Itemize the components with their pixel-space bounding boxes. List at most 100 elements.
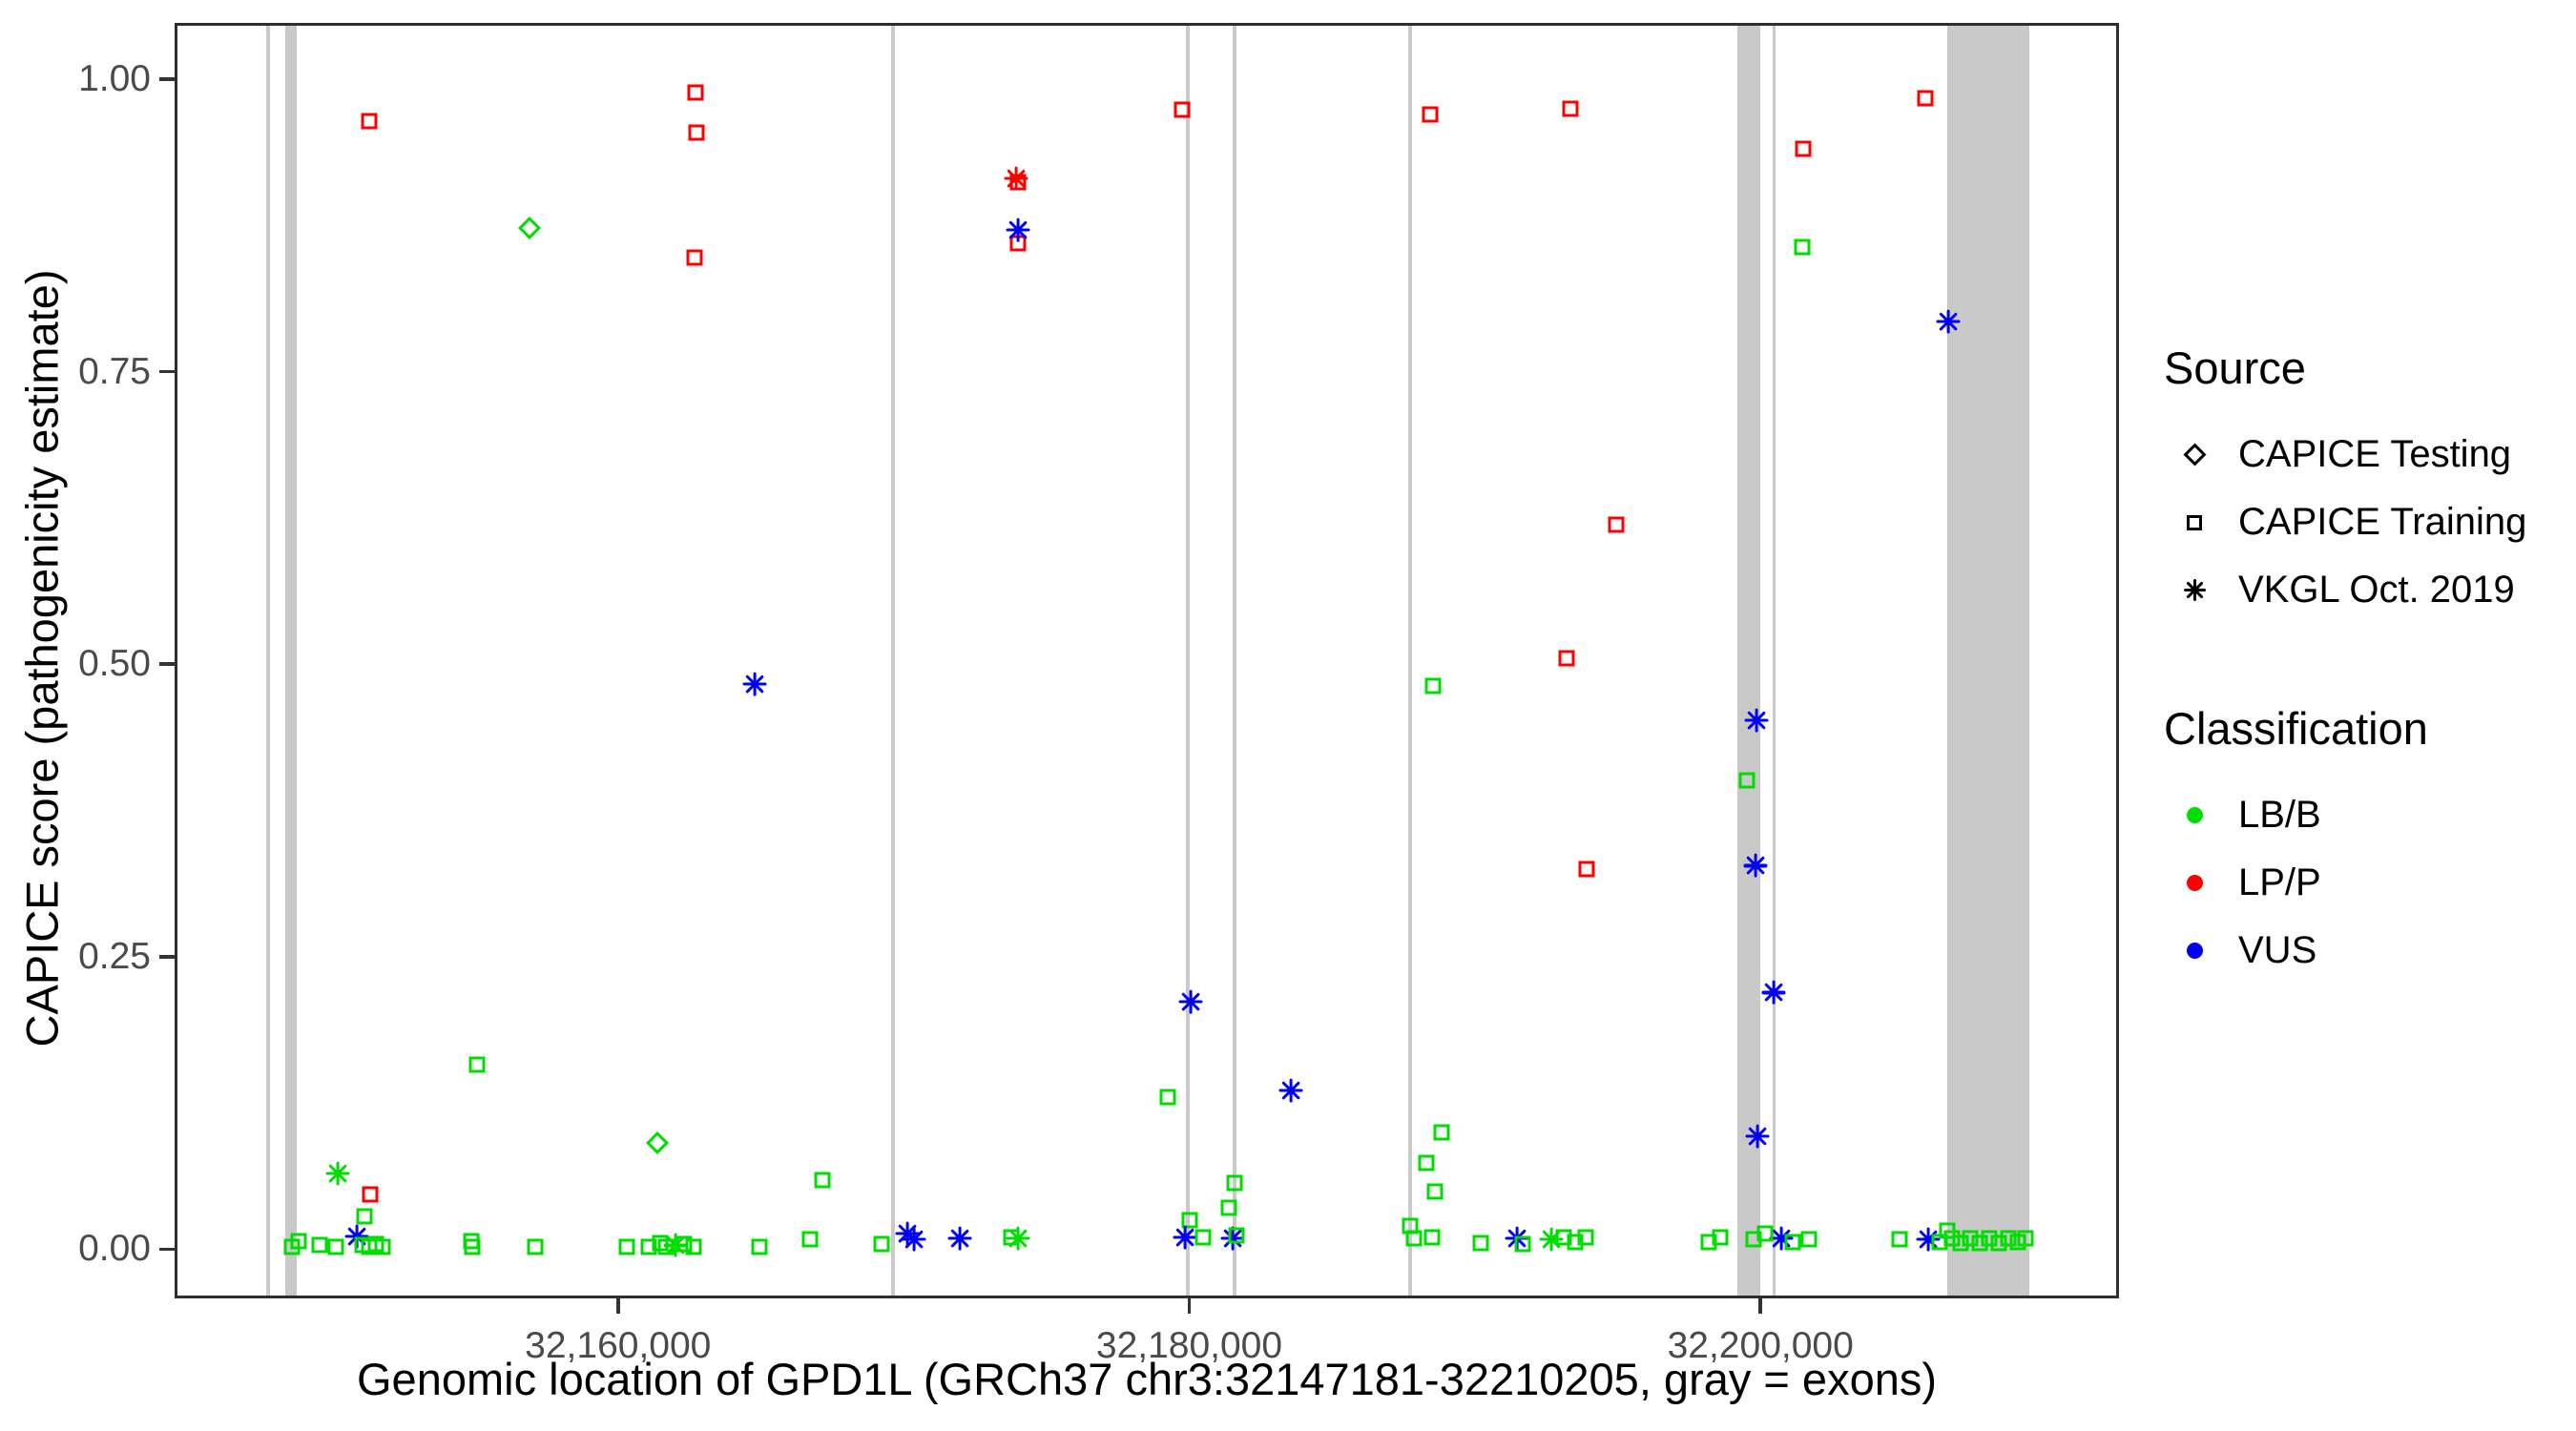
data-point-asterisk-lpp (1004, 166, 1028, 191)
data-point-asterisk-vus (1220, 1226, 1245, 1251)
data-point-square-lbb (675, 1235, 693, 1253)
exon-band (1773, 26, 1776, 1296)
data-point-square-lbb (1181, 1212, 1198, 1229)
data-point-asterisk-vus (742, 672, 767, 696)
data-point-square-lbb (1433, 1124, 1450, 1141)
green-dot-icon (2164, 807, 2225, 823)
data-point-square-lpp (1578, 861, 1595, 878)
legend-classification-title: Classification (2164, 703, 2428, 754)
data-point-square-lpp (1562, 100, 1579, 117)
data-point-diamond-lbb (645, 1131, 669, 1155)
exon-band (1232, 26, 1236, 1296)
data-point-square-lpp (362, 1186, 379, 1203)
legend-item-label: LB/B (2238, 794, 2321, 836)
legend-item-capice-testing: CAPICE Testing (2164, 421, 2574, 488)
legend-item-label: CAPICE Testing (2238, 433, 2512, 475)
data-point-square-lpp (1608, 516, 1625, 533)
legend-item-label: VUS (2238, 929, 2317, 971)
data-point-square-lbb (468, 1056, 486, 1073)
legend-item-lbb: LB/B (2164, 781, 2574, 849)
data-point-square-lbb (1003, 1229, 1020, 1246)
data-point-square-lbb (1784, 1234, 1801, 1251)
y-tick-label: 0.50 (78, 643, 151, 685)
data-point-square-lbb (527, 1238, 544, 1255)
x-axis-title: Genomic location of GPD1L (GRCh37 chr3:3… (357, 1354, 1937, 1404)
data-point-square-lbb (1943, 1230, 1960, 1247)
data-point-square-lbb (1700, 1234, 1717, 1251)
exon-band (1946, 26, 2030, 1296)
y-tick-label: 0.25 (78, 935, 151, 977)
data-point-square-lbb (1226, 1174, 1243, 1192)
legend-item-label: VKGL Oct. 2019 (2238, 569, 2515, 611)
data-point-square-lbb (1424, 677, 1442, 695)
legend-item-capice-training: CAPICE Training (2164, 488, 2574, 556)
y-tick-label: 1.00 (78, 57, 151, 99)
data-point-square-lbb (464, 1238, 481, 1255)
asterisk-icon (2164, 579, 2225, 601)
data-point-square-lbb (1555, 1229, 1572, 1246)
data-point-square-lbb (640, 1238, 657, 1255)
data-point-asterisk-vus (902, 1227, 926, 1252)
data-point-square-lpp (688, 124, 705, 141)
legend-source-title: Source (2164, 342, 2306, 393)
y-tick-label: 0.75 (78, 350, 151, 392)
data-point-square-lbb (1514, 1235, 1531, 1253)
data-point-square-lbb (374, 1238, 391, 1255)
data-point-asterisk-vus (1936, 309, 1961, 334)
data-point-square-lbb (1577, 1229, 1594, 1246)
plot-panel (175, 23, 2119, 1298)
x-tick-label: 32,160,000 (525, 1325, 712, 1366)
legend-item-lpp: LP/P (2164, 849, 2574, 917)
data-point-square-lbb (1962, 1230, 1979, 1247)
data-point-square-lbb (1405, 1230, 1423, 1247)
data-point-square-lbb (873, 1235, 890, 1253)
data-point-square-lbb (1472, 1234, 1489, 1252)
data-point-asterisk-vus (947, 1226, 972, 1251)
data-point-square-lbb (801, 1231, 819, 1248)
data-point-square-lbb (327, 1238, 343, 1255)
x-tick-label: 32,200,000 (1667, 1325, 1854, 1366)
data-point-asterisk-lbb (1539, 1227, 1564, 1252)
y-axis-tick (159, 1247, 175, 1252)
data-point-square-lpp (1422, 106, 1439, 123)
data-point-asterisk-lbb (663, 1233, 688, 1257)
data-point-asterisk-vus (344, 1224, 369, 1249)
x-axis-tick (1187, 1298, 1192, 1314)
data-point-square-lpp (1917, 90, 1934, 107)
data-point-square-lpp (686, 249, 703, 266)
y-axis-tick (159, 662, 175, 666)
data-point-square-lbb (1228, 1227, 1245, 1243)
data-point-square-lbb (751, 1238, 768, 1255)
data-point-square-lbb (1567, 1234, 1584, 1251)
x-axis-tick (616, 1298, 620, 1314)
exon-band (1737, 26, 1761, 1296)
data-point-square-lbb (2000, 1230, 2017, 1247)
legend-item-vus: VUS (2164, 917, 2574, 985)
data-point-square-lbb (1756, 1225, 1774, 1242)
data-point-square-lbb (290, 1233, 307, 1250)
exon-band (890, 26, 895, 1296)
data-point-square-lbb (685, 1238, 702, 1255)
data-point-square-lbb (657, 1238, 675, 1255)
square-outline-icon (2164, 514, 2225, 530)
x-tick-label: 32,180,000 (1095, 1325, 1283, 1366)
data-point-square-lpp (1795, 140, 1812, 157)
legend-item-label: LP/P (2238, 861, 2321, 903)
data-point-asterisk-lbb (325, 1161, 349, 1186)
data-point-square-lbb (1981, 1230, 1998, 1247)
data-point-square-lpp (1174, 101, 1191, 118)
data-point-square-lbb (1426, 1183, 1444, 1200)
legend-item-vkgl: VKGL Oct. 2019 (2164, 556, 2574, 624)
data-point-square-lbb (356, 1208, 373, 1225)
data-point-square-lbb (1712, 1229, 1729, 1246)
y-axis-tick (159, 955, 175, 959)
exon-band (284, 26, 297, 1296)
exon-band (1185, 26, 1190, 1296)
legend-section-gap (2164, 624, 2574, 702)
data-point-square-lbb (618, 1238, 635, 1255)
data-point-square-lbb (1990, 1234, 2007, 1252)
data-point-asterisk-vus (1278, 1078, 1303, 1103)
red-dot-icon (2164, 875, 2225, 891)
y-axis-tick (159, 369, 175, 374)
